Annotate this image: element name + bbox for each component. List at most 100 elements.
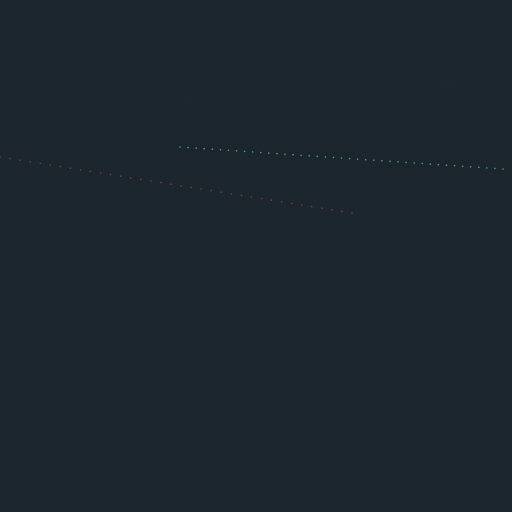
faint-dotted-line-dot bbox=[212, 98, 214, 100]
faint-dotted-line-dot bbox=[387, 87, 389, 89]
red-dotted-line-dot bbox=[311, 205, 313, 208]
green-dotted-line-dot bbox=[276, 152, 278, 155]
faint-dotted-line-dot bbox=[230, 96, 232, 99]
green-dotted-line-dot bbox=[381, 160, 383, 162]
red-dotted-line-dot bbox=[240, 194, 243, 197]
red-dotted-line-dot bbox=[9, 157, 11, 160]
green-dotted-line-dot bbox=[494, 167, 496, 170]
green-dotted-line-dot bbox=[340, 157, 343, 159]
green-dotted-line-dot bbox=[203, 147, 205, 150]
green-dotted-line-dot bbox=[461, 165, 464, 168]
red-dotted-line-dot bbox=[270, 199, 273, 201]
red-dotted-line-dot bbox=[260, 197, 263, 200]
green-dotted-line-dot bbox=[397, 161, 399, 163]
green-dotted-line-dot bbox=[260, 151, 262, 154]
red-dotted-line-dot bbox=[341, 210, 343, 213]
faint-dotted-line-dot bbox=[286, 93, 288, 95]
green-dotted-line-dot bbox=[486, 167, 488, 169]
faint-dotted-line-dot bbox=[276, 94, 279, 96]
lines-layer bbox=[0, 82, 504, 214]
green-dotted-line-dot bbox=[429, 163, 432, 165]
red-dotted-line-dot bbox=[300, 204, 303, 206]
green-dotted-line-dot bbox=[316, 155, 319, 158]
faint-dotted-line-dot bbox=[249, 95, 251, 97]
green-dotted-line-dot bbox=[469, 166, 472, 168]
green-dotted-line-dot bbox=[445, 164, 448, 166]
faint-dotted-line-dot bbox=[350, 89, 352, 91]
green-dotted-line-dot bbox=[324, 156, 327, 158]
green-dotted-line-dot bbox=[405, 161, 407, 164]
faint-dotted-line-dot bbox=[221, 97, 223, 99]
green-dotted-line-dot bbox=[179, 146, 181, 148]
red-dotted-line-dot bbox=[129, 177, 132, 179]
red-dotted-line-dot bbox=[351, 212, 353, 214]
green-dotted-line-dot bbox=[268, 152, 270, 154]
faint-dotted-line-dot bbox=[359, 88, 362, 90]
red-dotted-line-dot bbox=[210, 189, 212, 192]
red-dotted-line-dot bbox=[19, 159, 21, 161]
red-dotted-line-dot bbox=[79, 169, 82, 171]
faint-dotted-line-dot bbox=[415, 85, 417, 87]
red-dotted-line-dot bbox=[39, 162, 41, 165]
red-dotted-line-dot bbox=[170, 183, 172, 185]
green-dotted-line-dot bbox=[502, 168, 504, 170]
green-dotted-line-dot bbox=[348, 157, 351, 160]
red-dotted-line-dot bbox=[200, 188, 202, 190]
faint-dotted-line-dot bbox=[442, 83, 445, 85]
faint-dotted-line-dot bbox=[304, 92, 306, 94]
red-dotted-line-dot bbox=[99, 172, 102, 174]
red-dotted-line-dot bbox=[89, 170, 92, 173]
red-dotted-line-dot bbox=[280, 201, 283, 203]
green-dotted-line-dot bbox=[453, 164, 456, 167]
red-dotted-line-dot bbox=[180, 185, 182, 187]
green-dotted-line-dot bbox=[219, 149, 222, 151]
green-dotted-line-dot bbox=[292, 153, 294, 156]
green-dotted-line-dot bbox=[373, 159, 375, 161]
red-dotted-line-dot bbox=[220, 191, 223, 193]
faint-dotted-line-dot bbox=[240, 96, 242, 98]
red-dotted-line-dot bbox=[290, 202, 293, 205]
red-dotted-line-dot bbox=[190, 186, 192, 189]
faint-dotted-line-dot bbox=[461, 82, 463, 84]
faint-dotted-line-dot bbox=[369, 88, 371, 90]
green-dotted-line-dot bbox=[300, 154, 302, 157]
green-dotted-line-dot bbox=[421, 162, 424, 165]
faint-dotted-line-dot bbox=[433, 84, 435, 86]
red-dotted-line-dot bbox=[250, 196, 253, 198]
faint-dotted-line-dot bbox=[424, 84, 426, 86]
red-dotted-line-dot bbox=[69, 167, 72, 169]
faint-dotted-line-dot bbox=[323, 91, 325, 93]
green-dotted-line-dot bbox=[211, 148, 214, 150]
red-dotted-line-dot bbox=[321, 207, 323, 209]
green-dotted-line-dot bbox=[413, 162, 416, 164]
green-dotted-line-dot bbox=[389, 160, 391, 163]
green-dotted-line-dot bbox=[284, 153, 286, 155]
faint-dotted-line-dot bbox=[452, 83, 454, 85]
faint-dotted-line-dot bbox=[184, 99, 186, 101]
faint-dotted-line-dot bbox=[406, 85, 408, 88]
green-dotted-line-dot bbox=[437, 163, 440, 166]
faint-dotted-line-dot bbox=[313, 91, 315, 93]
red-dotted-line-dot bbox=[29, 161, 32, 163]
faint-dotted-line bbox=[175, 82, 463, 102]
faint-dotted-line-dot bbox=[341, 89, 343, 92]
red-dotted-line-dot bbox=[331, 209, 333, 211]
faint-dotted-line-dot bbox=[193, 99, 196, 101]
red-dotted-line-dot bbox=[59, 165, 62, 168]
red-dotted-line-dot bbox=[109, 173, 112, 176]
faint-dotted-line-dot bbox=[332, 90, 334, 92]
green-dotted-line bbox=[179, 146, 504, 170]
red-dotted-line-dot bbox=[150, 180, 152, 182]
green-dotted-line-dot bbox=[243, 150, 246, 153]
red-dotted-line-dot bbox=[0, 156, 1, 158]
green-dotted-line-dot bbox=[187, 146, 189, 149]
red-dotted-line-dot bbox=[230, 193, 233, 195]
green-dotted-line-dot bbox=[478, 166, 480, 169]
green-dotted-line-dot bbox=[195, 147, 197, 149]
faint-dotted-line-dot bbox=[396, 86, 398, 88]
faint-dotted-line-dot bbox=[175, 100, 177, 102]
green-dotted-line-dot bbox=[356, 158, 359, 160]
faint-dotted-line-dot bbox=[378, 87, 380, 89]
